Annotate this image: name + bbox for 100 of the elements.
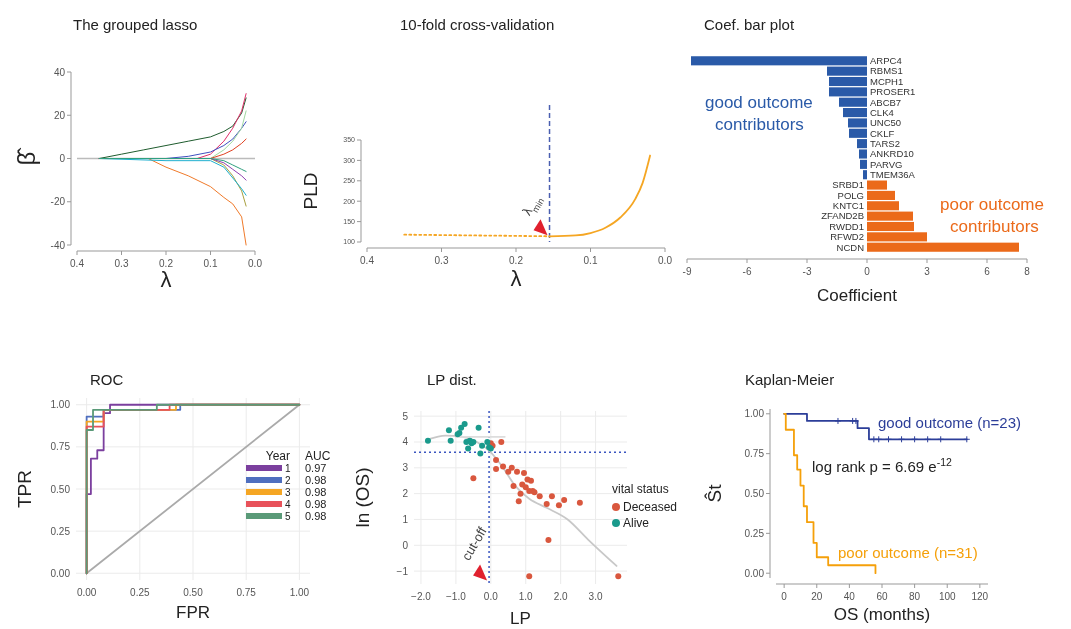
y-tick-label: -40: [50, 239, 66, 251]
x-tick-label: 3: [924, 266, 931, 277]
series-label: poor outcome (n=31): [838, 544, 978, 561]
y-tick-label: -20: [50, 196, 66, 208]
y-tick-label: 0.50: [744, 488, 765, 499]
y-tick-label: 20: [53, 109, 66, 121]
annotation: 0.98: [305, 474, 327, 486]
y-tick-label: PROSER1: [870, 86, 916, 98]
y-tick-label: 0.25: [744, 527, 765, 539]
y-tick-label: 0: [402, 539, 409, 551]
y-tick-label: SRBD1: [832, 179, 864, 191]
x-tick-label: 0.00: [76, 587, 97, 598]
y-tick-label: 0.00: [744, 567, 765, 579]
y-tick-label: MCPH1: [870, 75, 904, 87]
x-tick-label: 0.4: [360, 255, 375, 266]
annotation: 0.97: [305, 462, 327, 474]
x-axis-title: LP: [510, 609, 531, 628]
x-axis-title: FPR: [176, 603, 210, 622]
x-tick-label: 0.0: [483, 591, 499, 602]
series-label: good outcome (n=23): [878, 414, 1022, 431]
x-tick-label: 1.0: [518, 591, 534, 602]
y-tick-label: TARS2: [870, 137, 900, 149]
annotation: 0.98: [305, 498, 327, 510]
y-tick-label: −1: [396, 565, 409, 577]
y-axis-title: TPR: [14, 470, 35, 508]
y-tick-label: ANKRD10: [870, 148, 914, 160]
annotation: AUC: [305, 449, 331, 463]
y-tick-label: TMEM36A: [870, 169, 916, 181]
y-axis-title: Ŝt: [704, 483, 725, 503]
y-axis-title: ln (OS): [352, 467, 373, 528]
y-tick-label: RBMS1: [870, 65, 903, 77]
legend-label: 2: [285, 475, 291, 486]
x-axis-title: λ: [160, 267, 172, 292]
y-tick-label: ABCB7: [870, 96, 902, 108]
chart-title: 10-fold cross-validation: [400, 16, 555, 33]
x-tick-label: 0.25: [130, 587, 150, 598]
y-axis-title: β̂: [13, 147, 40, 166]
y-axis-title: PLD: [300, 172, 321, 210]
legend-label: Deceased: [623, 500, 678, 514]
x-tick-label: 0.3: [114, 258, 129, 269]
y-tick-label: UNC50: [870, 117, 902, 129]
y-tick-label: 0.75: [50, 441, 71, 453]
x-tick-label: 100: [938, 591, 957, 602]
legend-title: Year: [265, 449, 290, 463]
chart-title: ROC: [90, 371, 124, 388]
annotation: 0.98: [305, 510, 327, 522]
x-axis-title: λ: [510, 266, 522, 291]
legend-label: 1: [285, 463, 291, 474]
y-tick-label: CLK4: [870, 106, 894, 118]
y-tick-label: 0.50: [50, 483, 71, 495]
y-tick-label: 3: [402, 462, 409, 474]
y-tick-label: 0: [59, 153, 66, 164]
x-axis-title: Coefficient: [816, 286, 898, 305]
annotation: log rank p = 6.69 e$^{-12}$: [812, 456, 953, 475]
y-tick-label: CKLF: [870, 127, 895, 139]
legend-title: vital status: [612, 482, 669, 496]
y-tick-label: PARVG: [870, 158, 903, 170]
x-tick-label: 60: [876, 591, 888, 602]
legend-label: 5: [285, 511, 291, 522]
x-tick-label: -3: [802, 266, 812, 277]
y-tick-label: NCDN: [836, 241, 865, 253]
y-tick-label: RFWD2: [830, 231, 864, 243]
y-tick-label: 2: [402, 488, 409, 500]
chart-title: LP dist.: [427, 371, 477, 388]
x-tick-label: 0.3: [434, 255, 449, 266]
y-tick-label: POLG: [837, 189, 864, 201]
x-tick-label: -9: [682, 266, 692, 277]
x-tick-label: 20: [811, 591, 823, 602]
x-tick-label: 6: [984, 266, 991, 277]
y-tick-label: RWDD1: [829, 220, 864, 232]
x-tick-label: 0.2: [509, 255, 524, 266]
x-tick-label: 0.50: [183, 587, 204, 598]
x-tick-label: 0.2: [159, 258, 174, 269]
x-tick-label: −1.0: [446, 591, 467, 602]
x-tick-label: 0.0: [248, 258, 263, 269]
x-tick-label: 80: [909, 591, 921, 602]
legend-label: 4: [285, 499, 291, 510]
y-tick-label: 0.00: [50, 567, 71, 579]
y-tick-label: 0.75: [744, 448, 765, 460]
x-axis-title: OS (months): [833, 605, 931, 624]
x-tick-label: 120: [971, 591, 989, 602]
x-tick-label: −2.0: [411, 591, 432, 602]
y-tick-label: 1: [402, 513, 409, 525]
y-tick-label: KNTC1: [832, 200, 864, 212]
x-tick-label: 0.75: [236, 587, 257, 598]
x-tick-label: 3.0: [588, 591, 603, 602]
legend-label: 3: [285, 487, 291, 498]
x-tick-label: 0.4: [70, 258, 85, 269]
x-tick-label: -6: [742, 266, 752, 277]
y-tick-label: ZFAND2B: [821, 210, 864, 222]
y-tick-label: 4: [402, 436, 409, 448]
y-tick-label: 0.25: [50, 525, 71, 537]
y-tick-label: 1.00: [744, 408, 765, 420]
legend-label: Alive: [623, 516, 650, 530]
x-tick-label: 0: [781, 591, 788, 602]
series-label: poor outcome contributors: [940, 195, 1044, 237]
chart-title: Coef. bar plot: [704, 16, 795, 33]
x-tick-label: 2.0: [553, 591, 569, 602]
chart-title: Kaplan-Meier: [745, 371, 835, 388]
annotation: 0.98: [305, 486, 327, 498]
